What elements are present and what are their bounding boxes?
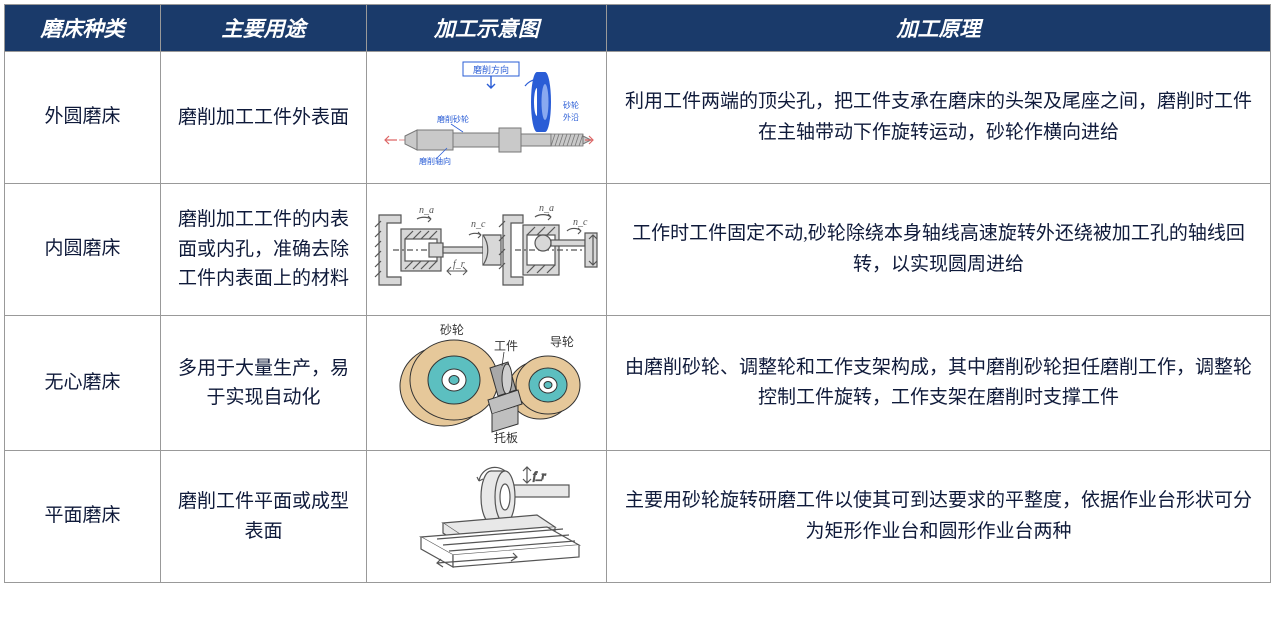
type-cell: 平面磨床 [5, 451, 161, 583]
surface-grinding-diagram: f_r [387, 457, 587, 577]
diagram-cell-centerless: 砂轮 工件 导轮 托板 [367, 316, 607, 451]
type-cell: 外圆磨床 [5, 52, 161, 184]
svg-text:n_a: n_a [539, 203, 554, 214]
svg-text:n_a: n_a [419, 205, 434, 216]
use-cell: 磨削加工工件外表面 [161, 52, 367, 184]
principle-cell: 主要用砂轮旋转研磨工件以使其可到达要求的平整度，依据作业台形状可分为矩形作业台和… [607, 451, 1271, 583]
external-grinding-diagram: 磨削方向 [377, 58, 597, 178]
diagram-cell-surface: f_r [367, 451, 607, 583]
table-row: 内圆磨床 磨削加工工件的内表面或内孔，准确去除工件内表面上的材料 [5, 184, 1271, 316]
col-header-use: 主要用途 [161, 5, 367, 52]
principle-cell: 工作时工件固定不动,砂轮除绕本身轴线高速旋转外还绕被加工孔的轴线回转，以实现圆周… [607, 184, 1271, 316]
use-cell: 磨削工件平面或成型表面 [161, 451, 367, 583]
type-cell: 内圆磨床 [5, 184, 161, 316]
use-cell: 多用于大量生产，易于实现自动化 [161, 316, 367, 451]
svg-text:托板: 托板 [494, 431, 518, 445]
principle-cell: 由磨削砂轮、调整轮和工作支架构成，其中磨削砂轮担任磨削工作，调整轮控制工件旋转，… [607, 316, 1271, 451]
svg-text:n_c: n_c [471, 219, 486, 230]
table-row: 外圆磨床 磨削加工工件外表面 磨削方向 [5, 52, 1271, 184]
col-header-type: 磨床种类 [5, 5, 161, 52]
col-header-principle: 加工原理 [607, 5, 1271, 52]
svg-text:导轮: 导轮 [550, 335, 574, 349]
svg-text:f_r: f_r [453, 259, 465, 270]
principle-cell: 利用工件两端的顶尖孔，把工件支承在磨床的头架及尾座之间，磨削时工件在主轴带动下作… [607, 52, 1271, 184]
table-header-row: 磨床种类 主要用途 加工示意图 加工原理 [5, 5, 1271, 52]
svg-text:磨削方向: 磨削方向 [472, 64, 508, 75]
centerless-grinding-diagram: 砂轮 工件 导轮 托板 [382, 320, 592, 446]
table-row: 平面磨床 磨削工件平面或成型表面 [5, 451, 1271, 583]
svg-text:工件: 工件 [494, 339, 518, 353]
use-cell: 磨削加工工件的内表面或内孔，准确去除工件内表面上的材料 [161, 184, 367, 316]
diagram-cell-external: 磨削方向 [367, 52, 607, 184]
svg-text:f_r: f_r [533, 470, 547, 482]
internal-grinding-diagram: n_a n_c f_r [373, 195, 601, 305]
diagram-cell-internal: n_a n_c f_r [367, 184, 607, 316]
svg-text:n_c: n_c [573, 217, 588, 228]
col-header-diagram: 加工示意图 [367, 5, 607, 52]
svg-text:磨削轴向: 磨削轴向 [419, 156, 451, 166]
type-cell: 无心磨床 [5, 316, 161, 451]
svg-text:砂轮: 砂轮 [563, 100, 579, 110]
svg-text:外沿: 外沿 [563, 112, 579, 122]
table-row: 无心磨床 多用于大量生产，易于实现自动化 [5, 316, 1271, 451]
grinder-types-table: 磨床种类 主要用途 加工示意图 加工原理 外圆磨床 磨削加工工件外表面 磨削方向 [4, 4, 1271, 583]
svg-text:磨削砂轮: 磨削砂轮 [437, 114, 469, 124]
svg-text:砂轮: 砂轮 [440, 323, 464, 337]
